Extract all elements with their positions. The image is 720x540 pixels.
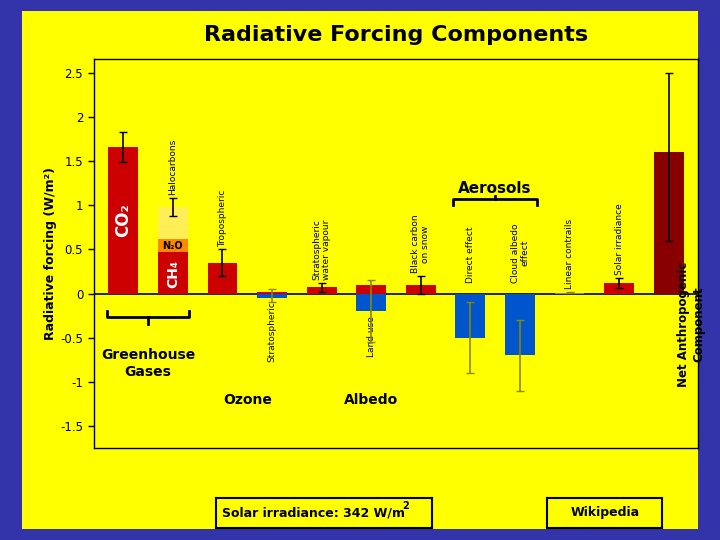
Text: Direct effect: Direct effect [466, 226, 475, 283]
Bar [505, 294, 535, 355]
Bar [356, 285, 386, 294]
Bar [257, 292, 287, 294]
Text: Aerosols: Aerosols [459, 181, 532, 197]
Text: Black carbon
on snow: Black carbon on snow [411, 214, 430, 273]
Text: Stratospheric
water vapour: Stratospheric water vapour [312, 219, 331, 280]
Text: Solar irradiance: 342 W/m: Solar irradiance: 342 W/m [222, 506, 405, 519]
Bar [109, 147, 138, 294]
Text: Greenhouse
Gases: Greenhouse Gases [101, 348, 195, 379]
Text: N₂O: N₂O [163, 241, 183, 251]
Bar [158, 207, 188, 239]
Text: Tropospheric: Tropospheric [218, 190, 227, 247]
Text: Radiative Forcing Components: Radiative Forcing Components [204, 25, 588, 45]
Bar [456, 294, 485, 338]
Text: 2: 2 [402, 501, 410, 511]
Text: Albedo: Albedo [344, 393, 398, 407]
Text: Wikipedia: Wikipedia [570, 506, 639, 519]
Bar [406, 285, 436, 294]
Text: Stratospheric: Stratospheric [268, 301, 276, 361]
Text: Solar irradiance: Solar irradiance [615, 203, 624, 275]
Text: Land use: Land use [366, 316, 376, 356]
Y-axis label: Radiative forcing (W/m²): Radiative forcing (W/m²) [45, 167, 58, 340]
Text: CH₄: CH₄ [166, 260, 180, 288]
Text: Linear contrails: Linear contrails [565, 219, 574, 289]
Text: Net Anthropogenic
Component: Net Anthropogenic Component [677, 262, 705, 387]
Text: Ozone: Ozone [223, 393, 271, 407]
Bar [554, 293, 585, 294]
Bar [307, 287, 336, 294]
Bar [356, 294, 386, 311]
Bar [654, 152, 683, 294]
Bar [158, 239, 188, 252]
Text: Cloud albedo
effect: Cloud albedo effect [510, 224, 529, 283]
Bar [207, 262, 238, 294]
Bar [604, 283, 634, 294]
Bar [158, 252, 188, 294]
Text: Halocarbons: Halocarbons [168, 138, 177, 194]
Bar [257, 294, 287, 298]
Text: CO₂: CO₂ [114, 204, 132, 237]
